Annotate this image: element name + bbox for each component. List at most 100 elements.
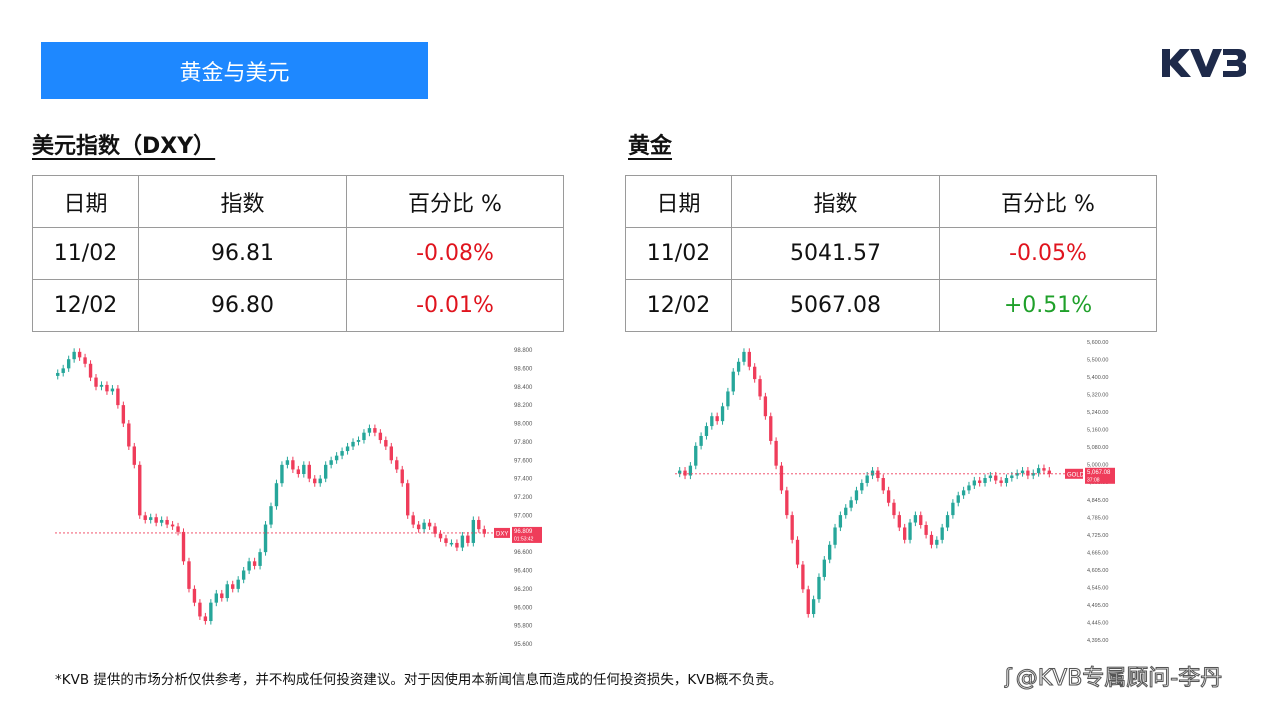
candle-body: [258, 552, 262, 566]
y-tick-label: 5,080.00: [1087, 445, 1108, 451]
header-cell: 日期: [625, 175, 732, 228]
candle-body: [88, 363, 93, 378]
candle-body: [449, 542, 454, 545]
candle-body: [241, 570, 246, 580]
y-tick-label: 4,725.00: [1087, 533, 1108, 539]
candle-body: [329, 460, 333, 465]
table-header-row: 日期 指数 百分比 %: [32, 175, 564, 228]
date-cell: 11/02: [625, 227, 732, 280]
last-price-text: 5,067.08: [1087, 470, 1111, 476]
candle-body: [444, 538, 448, 543]
candle-body: [860, 482, 864, 491]
value-cell: 5067.08: [731, 279, 940, 332]
candle-body: [482, 529, 486, 534]
candle-body: [356, 440, 361, 442]
y-tick-label: 97.600: [514, 458, 533, 464]
candle-body: [1026, 470, 1030, 476]
y-tick-label: 4,545.00: [1087, 585, 1108, 591]
candle-body: [214, 593, 219, 603]
y-tick-label: 97.200: [514, 495, 533, 501]
candle-body: [132, 446, 136, 465]
y-tick-label: 96.600: [514, 550, 533, 556]
dxy-candlestick-chart: 98.800 98.600 98.400 98.200 98.000 97.800 97.6…: [55, 348, 542, 648]
candle-body: [951, 502, 955, 516]
candle-body: [466, 535, 470, 543]
header-cell: 指数: [138, 175, 347, 228]
candle-body: [209, 602, 213, 622]
last-price-tag: [1085, 467, 1115, 484]
candle-body: [715, 416, 719, 422]
candle-body: [747, 351, 751, 367]
candle-body: [833, 527, 837, 545]
candle-body: [1047, 470, 1051, 474]
candle-body: [455, 542, 459, 548]
candle-body: [280, 464, 284, 484]
candle-body: [66, 359, 71, 369]
y-tick-label: 4,665.00: [1087, 550, 1108, 556]
candle-body: [919, 515, 923, 526]
dxy-table: 日期 指数 百分比 % 11/02 96.81 -0.08% 12/02 96.…: [32, 175, 564, 332]
header-cell: 百分比 %: [346, 175, 564, 228]
candle-body: [688, 465, 693, 476]
candle-body: [143, 515, 147, 520]
candle-body: [159, 519, 164, 523]
dxy-heading: 美元指数（DXY）: [32, 134, 216, 159]
candle-body: [170, 524, 175, 527]
y-tick-label: 4,495.00: [1087, 603, 1108, 609]
y-tick-label: 96.400: [514, 569, 533, 575]
y-tick-label: 98.200: [514, 403, 533, 409]
candle-body: [683, 470, 687, 476]
candle-body: [795, 539, 800, 565]
candle-body: [903, 527, 907, 540]
candle-body: [817, 576, 821, 600]
change-cell: -0.08%: [346, 227, 564, 280]
value-cell: 96.81: [138, 227, 347, 280]
candle-body: [198, 602, 202, 617]
candle-body: [411, 515, 415, 525]
candle-body: [231, 584, 235, 589]
candle-body: [913, 515, 918, 523]
candle-body: [181, 531, 186, 562]
header-cell: 百分比 %: [939, 175, 1157, 228]
candle-body: [897, 515, 901, 528]
candle-body: [956, 495, 960, 503]
candle-body: [72, 351, 76, 360]
gold-table: 日期 指数 百分比 % 11/02 5041.57 -0.05% 12/02 5…: [625, 175, 1157, 332]
candle-body: [296, 469, 301, 475]
y-tick-label: 4,395.00: [1087, 638, 1108, 644]
y-tick-label: 96.200: [514, 587, 533, 593]
candle-body: [389, 446, 393, 461]
date-cell: 12/02: [32, 279, 139, 332]
candle-body: [1004, 478, 1009, 483]
y-tick-label: 98.600: [514, 366, 533, 372]
candle-body: [726, 391, 730, 407]
candle-body: [961, 490, 966, 496]
gold-candlestick-chart: 5,600.00 5,500.00 5,400.00 5,320.00 5,240.00…: [675, 340, 1115, 644]
candle-body: [790, 515, 794, 540]
symbol-tag: [494, 527, 510, 538]
candle-body: [838, 515, 843, 528]
table-row: 12/02 96.80 -0.01%: [32, 279, 564, 332]
candle-body: [378, 432, 383, 441]
candle-body: [811, 599, 816, 615]
candle-body: [149, 517, 153, 520]
y-tick-label: 5,240.00: [1087, 410, 1108, 416]
candle-body: [438, 533, 443, 539]
candle-body: [307, 464, 311, 479]
header-cell: 指数: [731, 175, 940, 228]
table-row: 11/02 5041.57 -0.05%: [625, 227, 1157, 280]
banner-title: 黄金与美元: [179, 60, 290, 86]
candle-body: [460, 535, 465, 548]
candle-body: [779, 465, 784, 491]
candle-body: [340, 451, 344, 456]
candle-body: [699, 435, 703, 446]
weibo-icon: ʃ: [1005, 664, 1013, 689]
candle-body: [384, 440, 388, 447]
candle-body: [285, 460, 290, 465]
candle-body: [247, 561, 251, 571]
candle-body: [56, 372, 60, 376]
candle-body: [886, 490, 891, 503]
countdown-text: 01:53:42: [514, 536, 534, 542]
candle-body: [422, 522, 426, 530]
candle-body: [192, 588, 197, 603]
